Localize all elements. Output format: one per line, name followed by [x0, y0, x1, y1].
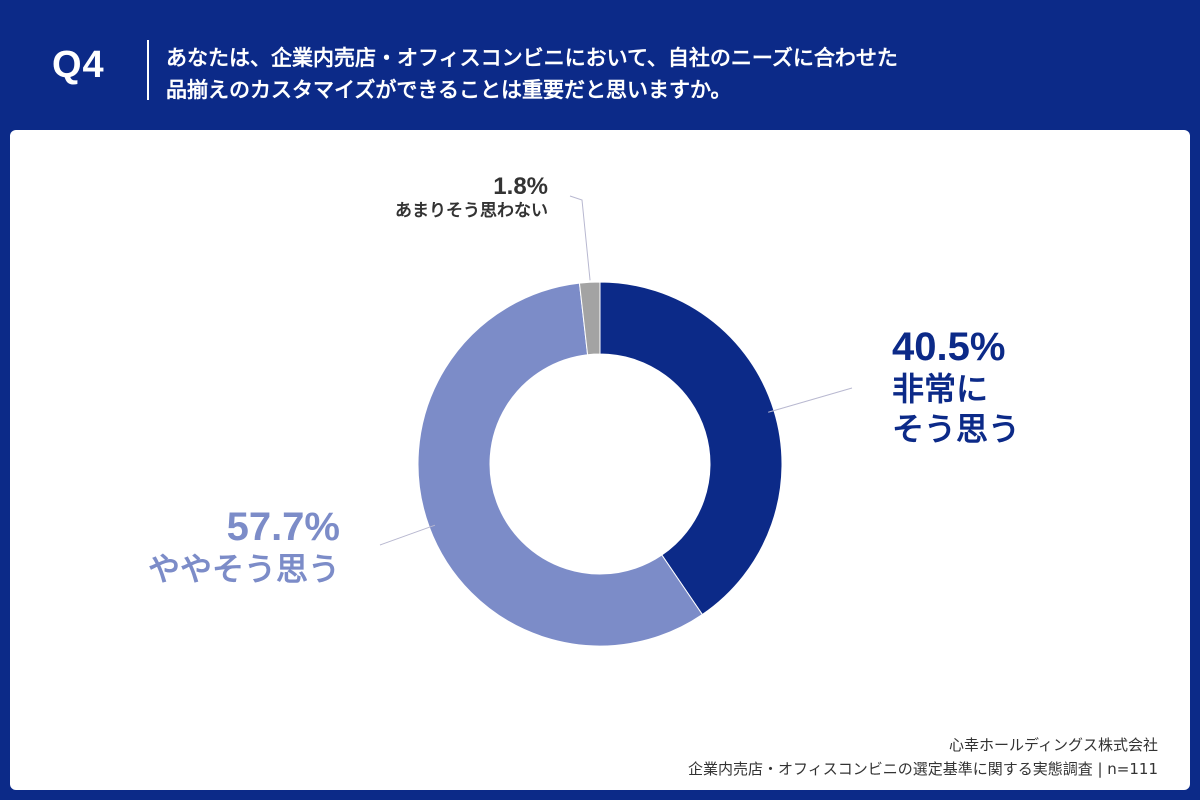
- leader-line-0: [768, 387, 853, 413]
- header-bar: Q4 あなたは、企業内売店・オフィスコンビニにおいて、自社のニーズに合わせた 品…: [0, 0, 1200, 130]
- slice-0: [599, 281, 783, 616]
- data-label-value-0: 40.5%: [892, 325, 1005, 369]
- leader-line-1: [379, 524, 436, 546]
- data-label-value-2: 1.8%: [493, 173, 548, 200]
- data-label-category-0-1: そう思う: [892, 410, 1020, 448]
- leader-line-2: [569, 195, 591, 281]
- question-number: Q4: [52, 44, 105, 86]
- data-label-category-1-0: ややそう思う: [148, 550, 340, 588]
- footer: 心幸ホールディングス株式会社 企業内売店・オフィスコンビニの選定基準に関する実態…: [688, 733, 1158, 781]
- footer-company: 心幸ホールディングス株式会社: [949, 736, 1158, 754]
- question-line-2: 品揃えのカスタマイズができることは重要だと思いますか。: [166, 78, 732, 102]
- header-divider: [147, 40, 149, 100]
- chart-panel: [10, 130, 1190, 790]
- data-label-category-2-0: あまりそう思わない: [395, 201, 548, 221]
- question-line-1: あなたは、企業内売店・オフィスコンビニにおいて、自社のニーズに合わせた: [166, 46, 898, 70]
- data-label-category-0-0: 非常に: [892, 370, 988, 408]
- slice-2: [578, 281, 601, 356]
- slice-1: [417, 282, 703, 647]
- footer-survey: 企業内売店・オフィスコンビニの選定基準に関する実態調査 | n=111: [688, 760, 1158, 778]
- question-text: あなたは、企業内売店・オフィスコンビニにおいて、自社のニーズに合わせた 品揃えの…: [166, 42, 898, 106]
- data-label-value-1: 57.7%: [227, 505, 340, 549]
